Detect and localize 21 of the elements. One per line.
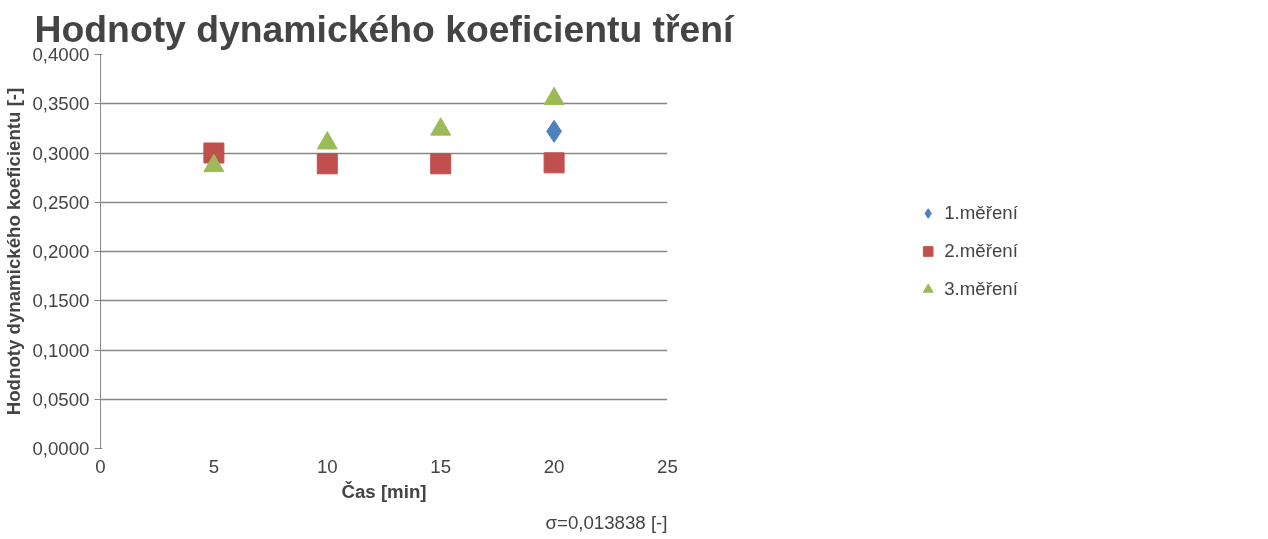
text: σ=0,013838 [-] xyxy=(545,511,668,533)
legend-label: 1.měření xyxy=(944,202,1018,224)
y-tick-label: 0,4000 xyxy=(32,44,90,65)
x-axis-title: Čas [min] xyxy=(341,480,427,502)
y-tick-label: 0,0500 xyxy=(32,388,90,410)
x-tick-label: 10 xyxy=(316,455,338,477)
legend-label: 3.měření xyxy=(944,278,1018,300)
x-tick-label: 5 xyxy=(208,455,220,477)
y-tick-label: 0,1500 xyxy=(32,290,90,312)
y-tick-label: 0,2500 xyxy=(32,191,90,213)
y-tick-label: 0,0000 xyxy=(32,438,90,459)
y-tick-label: 0,2000 xyxy=(32,241,90,262)
x-tick-label: 0 xyxy=(95,455,106,477)
y-tick-label: 0,3000 xyxy=(32,142,90,164)
legend-label: 2.měření xyxy=(944,240,1018,262)
x-tick-label: 20 xyxy=(543,455,565,477)
y-axis-title: Hodnoty dynamického koeficientu [-] xyxy=(3,87,25,416)
x-tick-label: 15 xyxy=(430,455,452,477)
y-tick-label: 0,1000 xyxy=(32,339,90,361)
y-tick-label: 0,3500 xyxy=(32,93,90,115)
x-tick-label: 25 xyxy=(657,455,678,477)
